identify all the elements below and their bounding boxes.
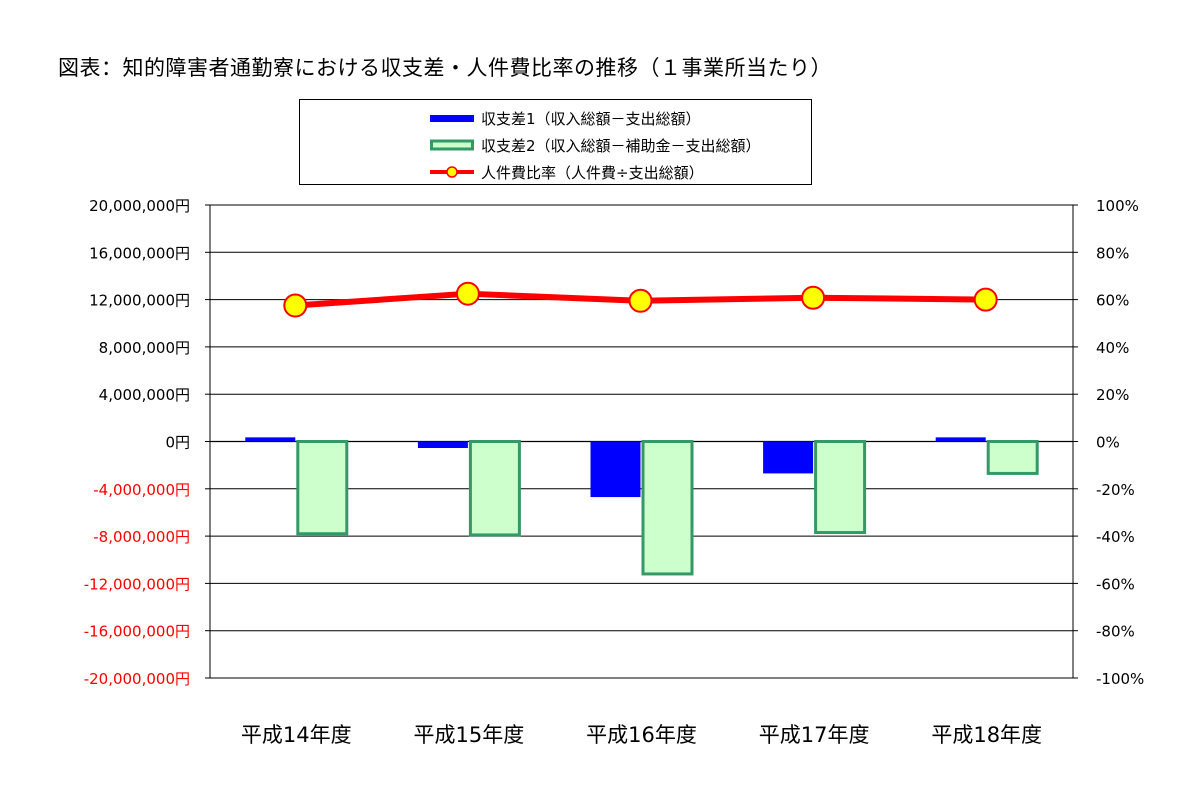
bar-balance1 <box>417 441 468 449</box>
x-axis-category-label: 平成14年度 <box>241 723 352 747</box>
legend-swatch-balance1 <box>430 115 474 122</box>
x-axis-category-label: 平成18年度 <box>931 723 1042 747</box>
bar-balance1 <box>935 437 986 442</box>
x-axis-category-label: 平成16年度 <box>586 723 697 747</box>
left-axis-tick-label: -8,000,000円 <box>93 528 190 546</box>
right-axis-tick-label: 40% <box>1096 339 1129 357</box>
bar-balance2 <box>296 440 349 536</box>
chart-title: 図表：知的障害者通勤寮における収支差・人件費比率の推移（１事業所当たり） <box>58 56 832 80</box>
left-axis-tick-label: 0円 <box>165 434 190 452</box>
legend-label-balance2: 収支差2（収入総額－補助金－支出総額） <box>481 137 761 155</box>
right-axis-tick-label: 60% <box>1096 292 1129 310</box>
right-axis-tick-label: 100% <box>1096 197 1139 215</box>
left-axis-tick-label: 4,000,000円 <box>99 386 190 404</box>
left-axis-tick-label: -12,000,000円 <box>84 575 190 593</box>
marker-personnel-ratio <box>973 287 998 312</box>
marker-personnel-ratio <box>455 281 480 306</box>
x-axis-category-label: 平成17年度 <box>759 723 870 747</box>
right-axis-tick-label: 0% <box>1096 434 1120 452</box>
right-axis-tick-label: 80% <box>1096 244 1129 262</box>
legend-item-personnel-ratio: 人件費比率（人件費÷支出総額） <box>300 160 811 184</box>
left-axis-tick-label: 12,000,000円 <box>89 292 190 310</box>
bar-balance2 <box>468 440 521 537</box>
legend-item-balance2: 収支差2（収入総額－補助金－支出総額） <box>300 133 811 157</box>
right-axis-tick-label: -100% <box>1096 670 1144 688</box>
bar-balance2 <box>986 440 1039 475</box>
left-axis-tick-label: 8,000,000円 <box>99 339 190 357</box>
legend-swatch-balance2 <box>430 139 474 151</box>
bar-balance1 <box>763 441 814 474</box>
left-axis-tick-label: 20,000,000円 <box>89 197 190 215</box>
bar-balance2 <box>814 440 867 535</box>
legend-item-balance1: 収支差1（収入総額－支出総額） <box>300 106 811 130</box>
marker-personnel-ratio <box>283 293 308 318</box>
bar-balance1 <box>245 437 296 442</box>
legend-label-personnel-ratio: 人件費比率（人件費÷支出総額） <box>481 164 704 182</box>
marker-personnel-ratio <box>801 285 826 310</box>
right-axis-tick-label: -60% <box>1096 575 1135 593</box>
left-axis-tick-label: -20,000,000円 <box>84 670 190 688</box>
left-axis-tick-label: -4,000,000円 <box>93 481 190 499</box>
legend: 収支差1（収入総額－支出総額） 収支差2（収入総額－補助金－支出総額） 人件費比… <box>299 99 812 185</box>
bar-balance1 <box>590 441 641 498</box>
legend-swatch-personnel-ratio <box>430 166 474 178</box>
right-axis-tick-label: 20% <box>1096 386 1129 404</box>
bar-balance2 <box>641 440 694 576</box>
right-axis-tick-label: -40% <box>1096 528 1135 546</box>
legend-label-balance1: 収支差1（収入総額－支出総額） <box>481 110 701 128</box>
right-axis-tick-label: -20% <box>1096 481 1135 499</box>
x-axis-category-label: 平成15年度 <box>414 723 525 747</box>
marker-personnel-ratio <box>628 288 653 313</box>
left-axis-tick-label: -16,000,000円 <box>84 623 190 641</box>
right-axis-tick-label: -80% <box>1096 623 1135 641</box>
left-axis-tick-label: 16,000,000円 <box>89 244 190 262</box>
